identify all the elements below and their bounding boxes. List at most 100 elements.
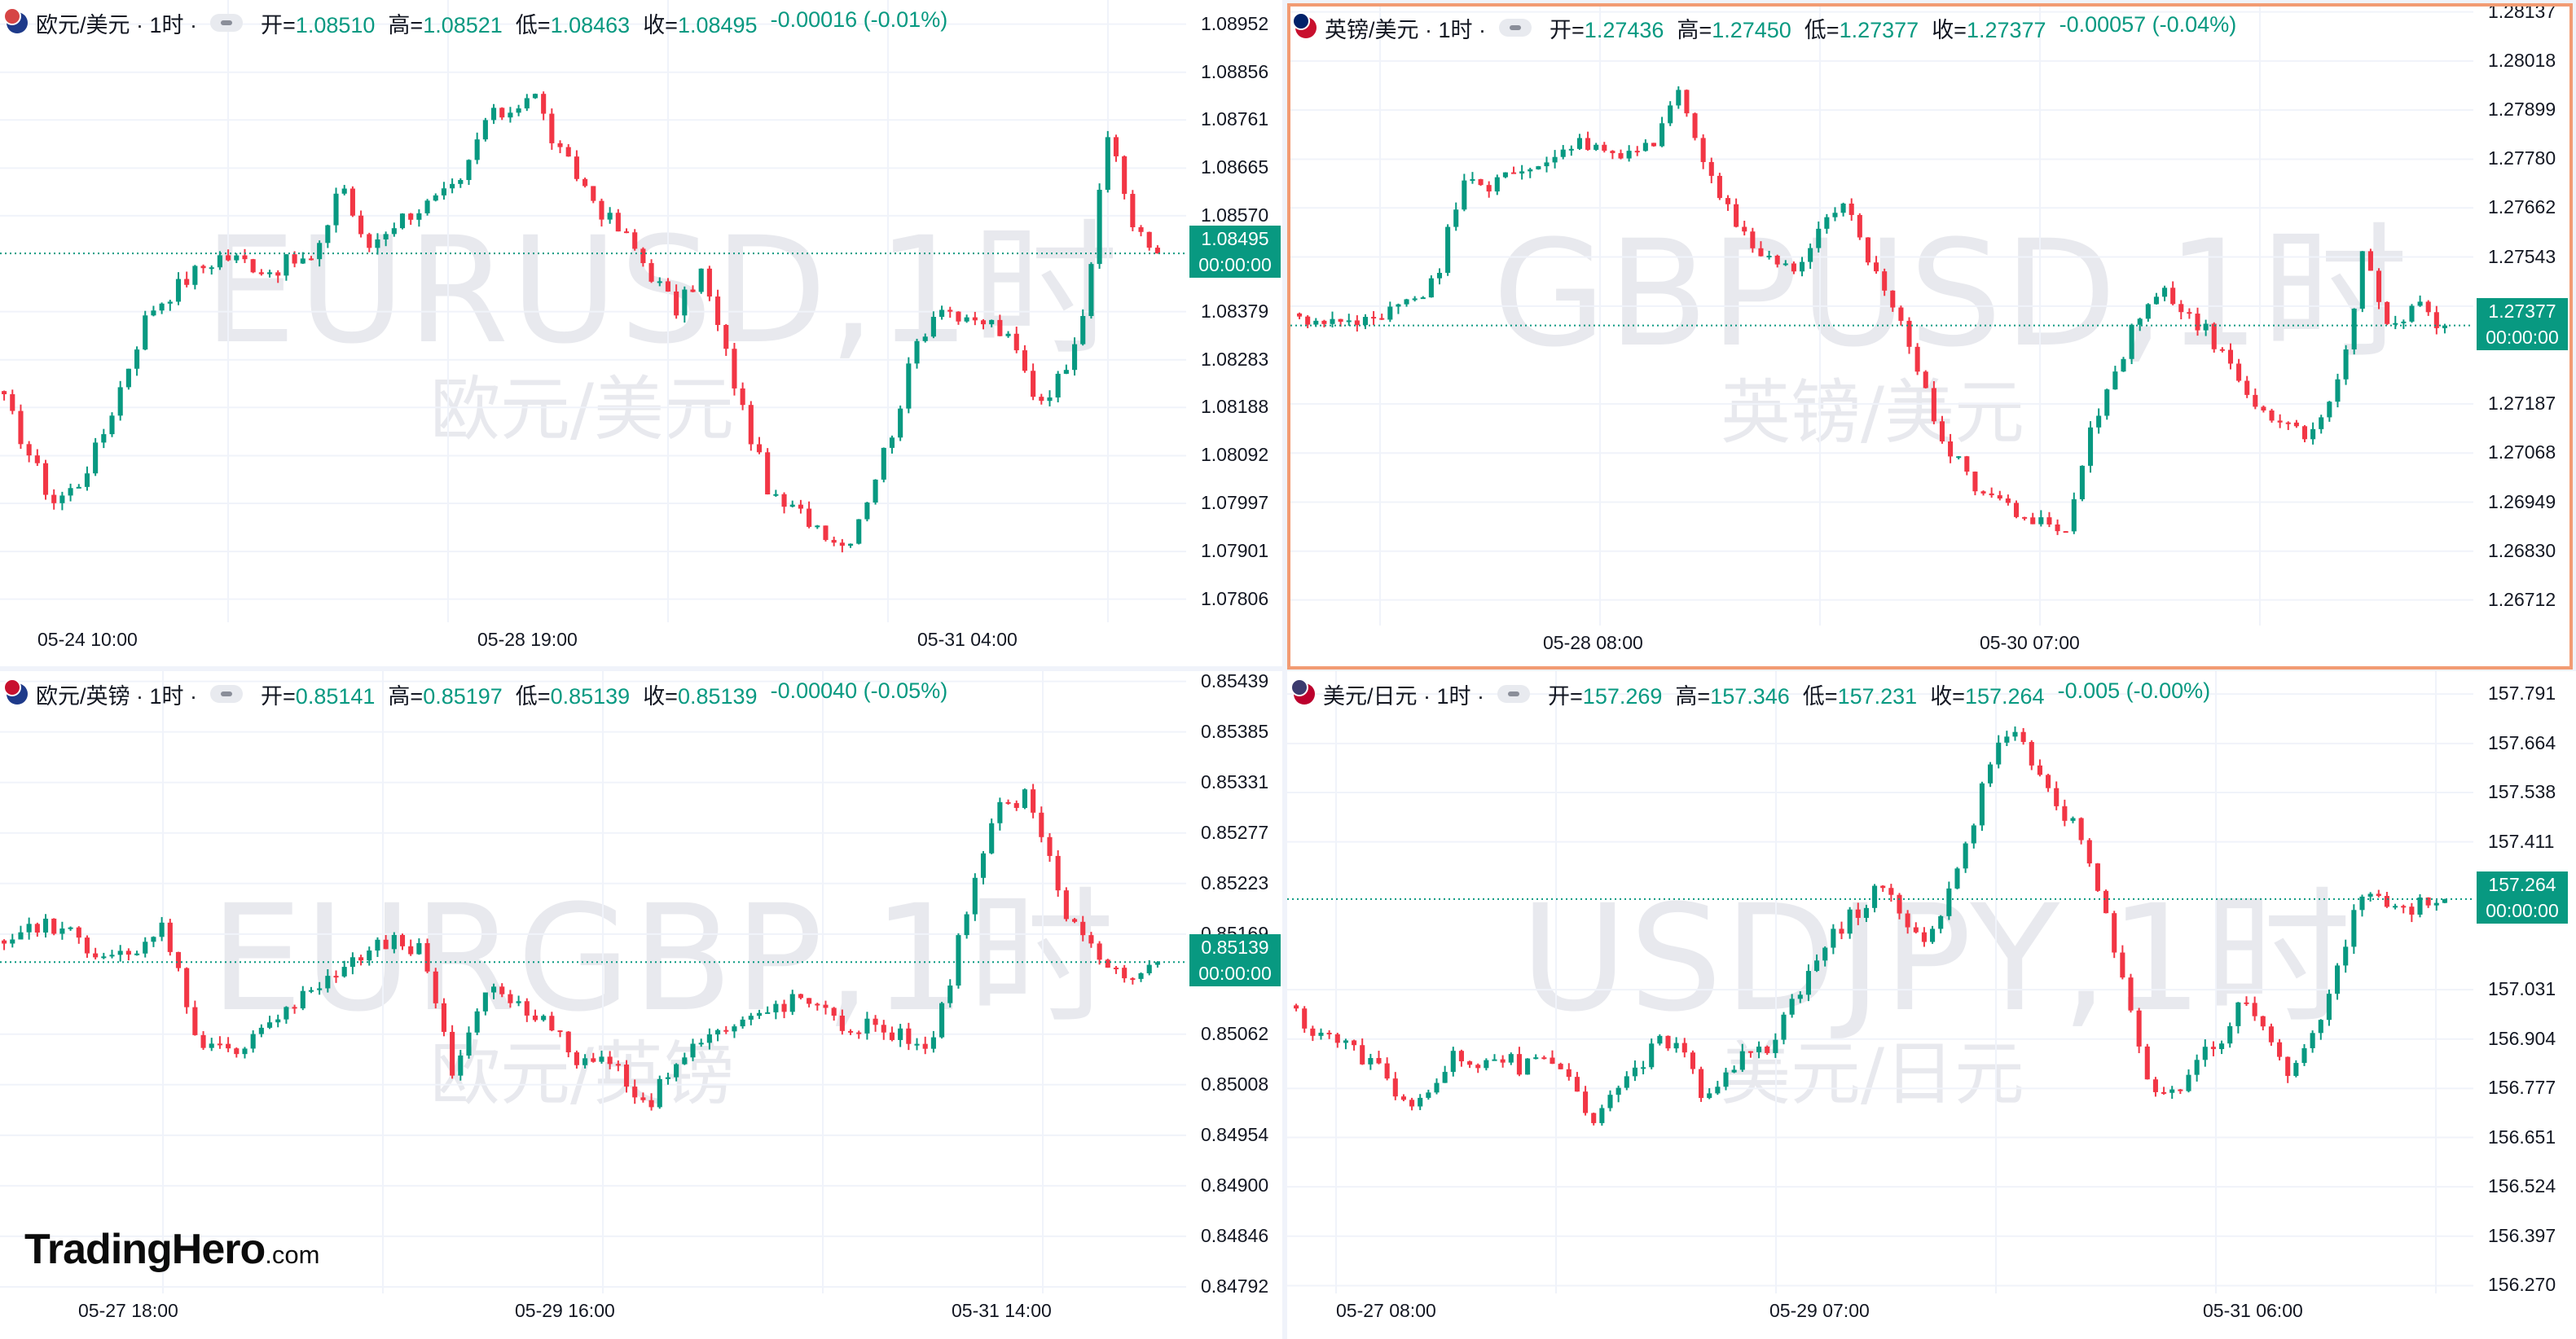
candle: [1699, 1066, 1704, 1102]
candle-body: [1404, 299, 1409, 305]
candle-body: [1055, 373, 1061, 398]
visibility-toggle-icon[interactable]: [1499, 19, 1532, 37]
candle: [864, 1012, 870, 1040]
price-tick: 0.85439: [1201, 671, 1269, 691]
candle: [2187, 308, 2192, 319]
candle: [706, 1028, 712, 1050]
candle-body: [2136, 1010, 2142, 1047]
candle: [1576, 134, 1582, 151]
candle: [234, 1047, 240, 1058]
bar-countdown-label: 00:00:00: [2477, 323, 2568, 350]
candle-body: [748, 1016, 754, 1020]
candle-body: [541, 1016, 547, 1021]
candle: [1855, 902, 1861, 925]
candle-body: [1031, 789, 1036, 813]
chart-pane-gbpusd[interactable]: GBPUSD,1时 英镑/美元 1.28137 1.28018 1.27899 1.2…: [1287, 3, 2573, 670]
candle: [1791, 261, 1796, 274]
candle: [2, 390, 7, 401]
candle-body: [1434, 1082, 1440, 1093]
candle: [2013, 500, 2020, 519]
chart-pane-eurusd[interactable]: EURUSD,1时 欧元/美元 1.08952 1.08856 1.08761 1.0…: [0, 0, 1282, 666]
price-axis[interactable]: 1.28137 1.28018 1.27899 1.27780 1.27662 1.275…: [2473, 7, 2569, 626]
candle-body: [1525, 1058, 1531, 1075]
candle: [1715, 1081, 1721, 1095]
candle-body: [1707, 1093, 1712, 1099]
candle-body: [399, 934, 406, 946]
candle-body: [184, 279, 190, 285]
candle-body: [632, 1087, 638, 1098]
candle-body: [2227, 349, 2234, 364]
candle-body: [284, 1007, 289, 1020]
price-tick: 156.904: [2488, 1027, 2556, 1049]
plot-area[interactable]: [1287, 671, 2473, 1293]
time-tick: 05-30 07:00: [1980, 632, 2080, 653]
candle-body: [266, 272, 273, 274]
candle: [1930, 925, 1936, 944]
candle-body: [2070, 818, 2076, 821]
candle-body: [1436, 272, 1443, 279]
candle: [1510, 166, 1517, 174]
candle-body: [1302, 1008, 1308, 1029]
candle-body: [1326, 1032, 1332, 1034]
chart-pane-usdjpy[interactable]: USDJPY,1时 美元/日元 157.791 157.664 157.538 157…: [1287, 671, 2576, 1339]
candle-body: [557, 143, 563, 147]
candle-body: [2178, 1089, 2183, 1091]
candle: [1988, 762, 1994, 788]
candle-body: [1508, 1054, 1514, 1063]
candle-body: [1097, 190, 1102, 265]
candle: [1486, 181, 1492, 198]
candle: [474, 1008, 480, 1035]
candle: [889, 435, 895, 454]
candle: [1731, 1065, 1737, 1073]
plot-area[interactable]: [1290, 7, 2473, 626]
visibility-toggle-icon[interactable]: [210, 685, 244, 703]
plot-area[interactable]: [0, 671, 1186, 1293]
plot-area[interactable]: [0, 0, 1186, 622]
symbol-title[interactable]: 欧元/英镑 · 1时 ·: [36, 683, 198, 709]
candle: [1921, 927, 1927, 947]
symbol-title[interactable]: 欧元/美元 · 1时 ·: [36, 12, 198, 37]
candle-body: [1814, 960, 1820, 972]
candle-body: [284, 254, 289, 276]
candle-body: [234, 255, 240, 261]
candle-body: [1585, 138, 1591, 150]
candle: [856, 519, 862, 545]
candle-body: [1997, 495, 2002, 499]
candle: [1848, 198, 1854, 222]
candle: [367, 232, 372, 252]
candle: [2005, 494, 2011, 506]
price-axis[interactable]: 0.85439 0.85385 0.85331 0.85277 0.85223 0.851…: [1186, 671, 1282, 1297]
candle-body: [1699, 1069, 1704, 1099]
symbol-title[interactable]: 美元/日元 · 1时 ·: [1323, 683, 1485, 709]
candle-body: [549, 1016, 555, 1031]
candle-body: [1739, 1051, 1745, 1070]
candle: [1005, 799, 1011, 805]
candle: [1063, 364, 1069, 375]
candle-body: [922, 1043, 928, 1049]
visibility-toggle-icon[interactable]: [210, 14, 244, 32]
visibility-toggle-icon[interactable]: [1497, 685, 1531, 703]
candle-body: [275, 272, 281, 276]
candle-body: [823, 1004, 829, 1008]
candle: [765, 448, 771, 495]
candle: [1979, 781, 1985, 832]
candle: [732, 1024, 737, 1038]
chart-pane-eurgbp[interactable]: EURGBP,1时 欧元/英镑 0.85439 0.85385 0.85331 0.8…: [0, 671, 1282, 1339]
candle-body: [1130, 978, 1136, 981]
price-axis[interactable]: 1.08952 1.08856 1.08761 1.08665 1.08570 1.083…: [1186, 0, 1282, 622]
candle: [922, 333, 928, 343]
close-key: 收=: [1932, 17, 1967, 42]
candle: [532, 1009, 538, 1022]
candle-body: [1334, 1034, 1340, 1043]
candle: [209, 265, 214, 275]
price-axis[interactable]: 157.791 157.664 157.538 157.411 157.031 156.9…: [2473, 671, 2576, 1295]
candle: [599, 198, 604, 227]
candle-body: [2301, 426, 2308, 440]
open-key: 开=: [1550, 17, 1585, 42]
candle: [399, 213, 406, 230]
candle-body: [648, 1100, 654, 1108]
candle-body: [2253, 394, 2258, 407]
symbol-title[interactable]: 英镑/美元 · 1时 ·: [1325, 17, 1487, 42]
candle: [2285, 1056, 2291, 1083]
low-value: 0.85139: [550, 683, 631, 709]
